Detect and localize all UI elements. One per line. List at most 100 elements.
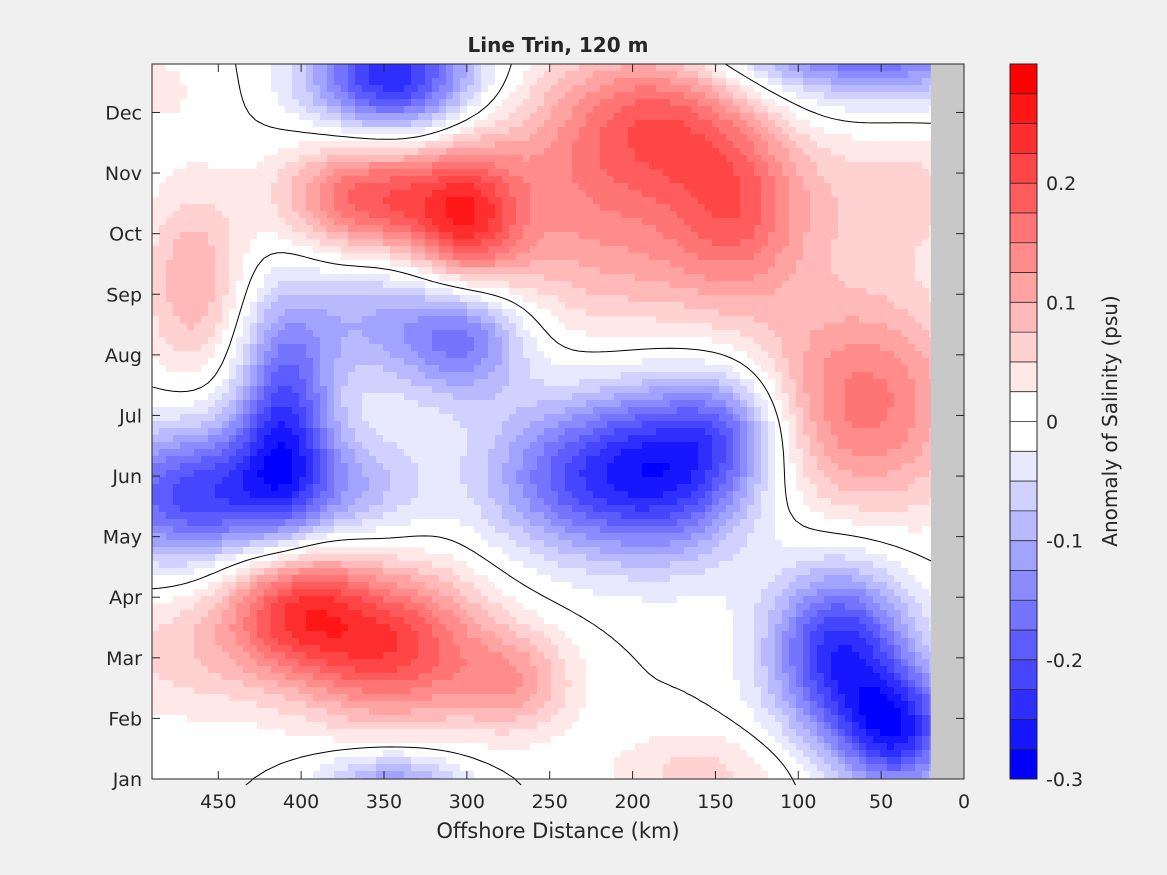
heatmap-cell: [481, 211, 489, 219]
heatmap-cell: [292, 85, 300, 93]
heatmap-cell: [901, 106, 909, 114]
heatmap-cell: [271, 120, 279, 128]
heatmap-cell: [817, 78, 825, 86]
heatmap-cell: [698, 337, 706, 345]
heatmap-cell: [271, 281, 279, 289]
heatmap-cell: [565, 99, 573, 107]
heatmap-cell: [670, 99, 678, 107]
heatmap-cell: [845, 162, 853, 170]
heatmap-cell: [544, 162, 552, 170]
heatmap-cell: [537, 239, 545, 247]
heatmap-cell: [691, 344, 699, 352]
heatmap-cell: [488, 148, 496, 156]
heatmap-cell: [775, 99, 783, 107]
heatmap-cell: [460, 246, 468, 254]
heatmap-cell: [558, 155, 566, 163]
heatmap-cell: [796, 190, 804, 198]
heatmap-cell: [796, 71, 804, 79]
heatmap-cell: [614, 232, 622, 240]
heatmap-cell: [285, 78, 293, 86]
heatmap-cell: [299, 344, 307, 352]
heatmap-cell: [614, 120, 622, 128]
heatmap-cell: [383, 78, 391, 86]
heatmap-cell: [285, 71, 293, 79]
heatmap-cell: [887, 71, 895, 79]
heatmap-cell: [628, 344, 636, 352]
heatmap-cell: [810, 78, 818, 86]
heatmap-cell: [761, 218, 769, 226]
heatmap-cell: [201, 85, 209, 93]
heatmap-cell: [474, 169, 482, 177]
heatmap-cell: [446, 190, 454, 198]
heatmap-cell: [348, 260, 356, 268]
heatmap-cell: [817, 253, 825, 261]
heatmap-cell: [901, 337, 909, 345]
heatmap-cell: [495, 211, 503, 219]
heatmap-cell: [859, 64, 867, 72]
heatmap-cell: [719, 323, 727, 331]
heatmap-cell: [733, 127, 741, 135]
heatmap-cell: [544, 99, 552, 107]
heatmap-cell: [705, 358, 713, 366]
heatmap-cell: [887, 330, 895, 338]
heatmap-cell: [460, 330, 468, 338]
heatmap-cell: [768, 330, 776, 338]
heatmap-cell: [369, 260, 377, 268]
heatmap-cell: [621, 281, 629, 289]
heatmap-cell: [369, 316, 377, 324]
heatmap-cell: [642, 141, 650, 149]
heatmap-cell: [915, 113, 923, 121]
heatmap-cell: [887, 169, 895, 177]
heatmap-cell: [551, 225, 559, 233]
heatmap-cell: [152, 176, 160, 184]
heatmap-cell: [775, 330, 783, 338]
heatmap-cell: [845, 358, 853, 366]
heatmap-cell: [453, 190, 461, 198]
heatmap-cell: [467, 64, 475, 72]
heatmap-cell: [488, 274, 496, 282]
heatmap-cell: [488, 253, 496, 261]
heatmap-cell: [173, 148, 181, 156]
heatmap-cell: [880, 176, 888, 184]
heatmap-cell: [642, 71, 650, 79]
heatmap-cell: [502, 274, 510, 282]
heatmap-cell: [404, 337, 412, 345]
heatmap-cell: [670, 351, 678, 359]
heatmap-cell: [768, 337, 776, 345]
heatmap-cell: [887, 155, 895, 163]
heatmap-cell: [418, 127, 426, 135]
heatmap-cell: [796, 295, 804, 303]
heatmap-cell: [824, 127, 832, 135]
heatmap-cell: [425, 162, 433, 170]
heatmap-cell: [236, 155, 244, 163]
heatmap-cell: [271, 246, 279, 254]
heatmap-cell: [292, 309, 300, 317]
heatmap-cell: [824, 148, 832, 156]
heatmap-cell: [530, 309, 538, 317]
heatmap-cell: [551, 316, 559, 324]
heatmap-cell: [600, 232, 608, 240]
heatmap-cell: [187, 176, 195, 184]
heatmap-cell: [495, 169, 503, 177]
heatmap-cell: [215, 204, 223, 212]
heatmap-cell: [299, 197, 307, 205]
heatmap-cell: [628, 267, 636, 275]
heatmap-cell: [369, 127, 377, 135]
heatmap-cell: [264, 127, 272, 135]
heatmap-cell: [404, 267, 412, 275]
heatmap-cell: [271, 302, 279, 310]
heatmap-cell: [285, 211, 293, 219]
heatmap-cell: [341, 323, 349, 331]
heatmap-cell: [768, 78, 776, 86]
heatmap-cell: [404, 120, 412, 128]
heatmap-cell: [222, 99, 230, 107]
heatmap-cell: [873, 358, 881, 366]
heatmap-cell: [551, 85, 559, 93]
heatmap-cell: [747, 295, 755, 303]
heatmap-cell: [572, 239, 580, 247]
heatmap-cell: [264, 295, 272, 303]
heatmap-cell: [278, 120, 286, 128]
heatmap-cell: [824, 288, 832, 296]
heatmap-cell: [775, 64, 783, 72]
heatmap-cell: [208, 92, 216, 100]
